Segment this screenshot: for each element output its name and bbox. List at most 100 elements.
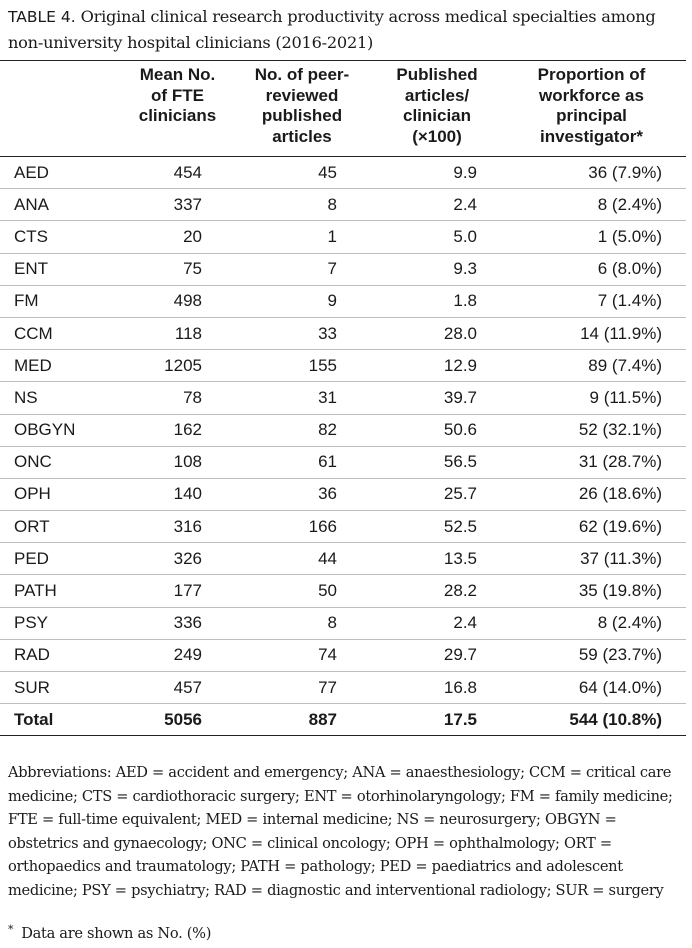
articles-per-clinician-cell: 50.6 — [377, 414, 497, 447]
mean-fte-cell: 457 — [128, 671, 227, 705]
specialty-cell: ORT — [0, 510, 128, 544]
articles-cell: 9 — [227, 285, 377, 318]
articles-cell: 77 — [227, 671, 377, 705]
mean-fte-cell: 177 — [128, 574, 227, 608]
specialty-cell: ONC — [0, 446, 128, 479]
total-row: Total 5056 887 17.5 544 (10.8%) — [0, 703, 686, 737]
mean-fte-cell: 75 — [128, 253, 227, 286]
articles-per-clinician-cell: 17.5 — [377, 703, 497, 737]
articles-per-clinician-cell: 56.5 — [377, 446, 497, 479]
mean-fte-cell: 337 — [128, 188, 227, 222]
table-row: AED 454 45 9.9 36 (7.9%) — [0, 156, 686, 190]
mean-fte-cell: 20 — [128, 220, 227, 254]
articles-per-clinician-cell: 9.9 — [377, 156, 497, 190]
articles-cell: 61 — [227, 446, 377, 479]
specialty-cell: SUR — [0, 671, 128, 705]
specialty-cell: OBGYN — [0, 414, 128, 447]
articles-cell: 33 — [227, 317, 377, 351]
specialty-cell: PATH — [0, 574, 128, 608]
principal-investigator-cell: 52 (32.1%) — [497, 414, 686, 447]
articles-per-clinician-cell: 2.4 — [377, 188, 497, 222]
articles-per-clinician-cell: 12.9 — [377, 349, 497, 383]
principal-investigator-cell: 1 (5.0%) — [497, 220, 686, 254]
articles-cell: 8 — [227, 607, 377, 640]
principal-investigator-cell: 62 (19.6%) — [497, 510, 686, 544]
specialty-cell: FM — [0, 285, 128, 318]
principal-investigator-cell: 35 (19.8%) — [497, 574, 686, 608]
data-table: Mean No. of FTE clinicians No. of peer-r… — [0, 62, 686, 737]
articles-cell: 155 — [227, 349, 377, 383]
header-principal-investigator: Proportion of workforce as principal inv… — [497, 62, 686, 157]
table-row: ONC 108 61 56.5 31 (28.7%) — [0, 446, 686, 479]
articles-per-clinician-cell: 28.0 — [377, 317, 497, 351]
articles-cell: 44 — [227, 542, 377, 576]
table-row: PSY 336 8 2.4 8 (2.4%) — [0, 607, 686, 640]
specialty-cell: MED — [0, 349, 128, 383]
table-row: ORT 316 166 52.5 62 (19.6%) — [0, 510, 686, 544]
articles-cell: 36 — [227, 478, 377, 512]
specialty-cell: OPH — [0, 478, 128, 512]
articles-per-clinician-cell: 13.5 — [377, 542, 497, 576]
principal-investigator-cell: 36 (7.9%) — [497, 156, 686, 190]
header-specialty — [0, 62, 128, 157]
mean-fte-cell: 336 — [128, 607, 227, 640]
mean-fte-cell: 498 — [128, 285, 227, 318]
articles-cell: 45 — [227, 156, 377, 190]
mean-fte-cell: 78 — [128, 381, 227, 415]
specialty-cell: CCM — [0, 317, 128, 351]
articles-cell: 7 — [227, 253, 377, 286]
header-articles: No. of peer-reviewed published articles — [227, 62, 377, 157]
articles-per-clinician-cell: 9.3 — [377, 253, 497, 286]
articles-per-clinician-cell: 39.7 — [377, 381, 497, 415]
articles-per-clinician-cell: 25.7 — [377, 478, 497, 512]
mean-fte-cell: 326 — [128, 542, 227, 576]
table-top-rule — [0, 60, 686, 61]
footnote-mark: * — [8, 923, 14, 936]
articles-per-clinician-cell: 16.8 — [377, 671, 497, 705]
mean-fte-cell: 1205 — [128, 349, 227, 383]
table-row: MED 1205 155 12.9 89 (7.4%) — [0, 349, 686, 383]
articles-cell: 166 — [227, 510, 377, 544]
articles-cell: 8 — [227, 188, 377, 222]
principal-investigator-cell: 6 (8.0%) — [497, 253, 686, 286]
table-row: SUR 457 77 16.8 64 (14.0%) — [0, 671, 686, 705]
table-row: CTS 20 1 5.0 1 (5.0%) — [0, 220, 686, 254]
articles-per-clinician-cell: 2.4 — [377, 607, 497, 640]
specialty-cell: RAD — [0, 639, 128, 673]
table-row: ENT 75 7 9.3 6 (8.0%) — [0, 253, 686, 286]
principal-investigator-cell: 544 (10.8%) — [497, 703, 686, 737]
header-mean-fte: Mean No. of FTE clinicians — [128, 62, 227, 157]
principal-investigator-cell: 14 (11.9%) — [497, 317, 686, 351]
footnote: * Data are shown as No. (%) — [8, 918, 688, 945]
articles-cell: 50 — [227, 574, 377, 608]
specialty-cell: AED — [0, 156, 128, 190]
principal-investigator-cell: 59 (23.7%) — [497, 639, 686, 673]
specialty-cell: PED — [0, 542, 128, 576]
articles-cell: 31 — [227, 381, 377, 415]
table-row: OPH 140 36 25.7 26 (18.6%) — [0, 478, 686, 512]
articles-cell: 82 — [227, 414, 377, 447]
table-row: OBGYN 162 82 50.6 52 (32.1%) — [0, 414, 686, 447]
principal-investigator-cell: 7 (1.4%) — [497, 285, 686, 318]
specialty-cell: Total — [0, 703, 128, 737]
principal-investigator-cell: 8 (2.4%) — [497, 188, 686, 222]
principal-investigator-cell: 9 (11.5%) — [497, 381, 686, 415]
table-body: AED 454 45 9.9 36 (7.9%) ANA 337 8 2.4 8 (2.4%) CT… — [0, 156, 686, 737]
table-row: PATH 177 50 28.2 35 (19.8%) — [0, 574, 686, 608]
table-label: TABLE 4. — [8, 8, 76, 26]
specialty-cell: ENT — [0, 253, 128, 286]
principal-investigator-cell: 37 (11.3%) — [497, 542, 686, 576]
principal-investigator-cell: 64 (14.0%) — [497, 671, 686, 705]
mean-fte-cell: 162 — [128, 414, 227, 447]
mean-fte-cell: 118 — [128, 317, 227, 351]
header-articles-per-clinician: Published articles/ clinician (×100) — [377, 62, 497, 157]
table-caption: TABLE 4. Original clinical research prod… — [8, 4, 688, 55]
header-row: Mean No. of FTE clinicians No. of peer-r… — [0, 62, 686, 157]
articles-per-clinician-cell: 29.7 — [377, 639, 497, 673]
specialty-cell: NS — [0, 381, 128, 415]
articles-per-clinician-cell: 1.8 — [377, 285, 497, 318]
table-title: Original clinical research productivity … — [8, 7, 656, 52]
articles-per-clinician-cell: 28.2 — [377, 574, 497, 608]
specialty-cell: PSY — [0, 607, 128, 640]
articles-per-clinician-cell: 5.0 — [377, 220, 497, 254]
